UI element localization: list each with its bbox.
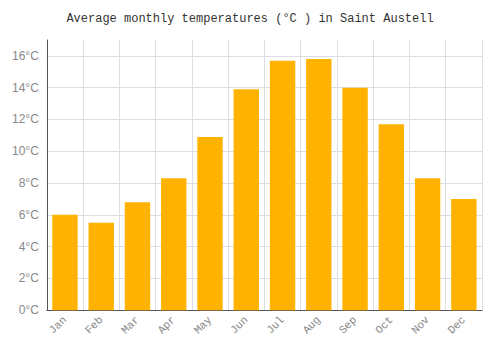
svg-text:Jun: Jun [228, 314, 250, 336]
svg-text:Nov: Nov [409, 314, 432, 337]
svg-text:Sep: Sep [337, 314, 359, 336]
svg-text:Dec: Dec [446, 314, 468, 336]
svg-text:May: May [192, 314, 215, 337]
svg-text:12°C: 12°C [12, 112, 39, 126]
svg-text:Average monthly temperatures (: Average monthly temperatures (°C ) in Sa… [66, 12, 433, 26]
svg-text:Feb: Feb [83, 314, 105, 336]
svg-text:2°C: 2°C [19, 271, 39, 285]
svg-text:Jul: Jul [264, 314, 286, 336]
svg-text:Apr: Apr [156, 314, 178, 336]
svg-text:Oct: Oct [373, 314, 395, 336]
svg-text:Mar: Mar [119, 314, 141, 336]
svg-text:6°C: 6°C [19, 208, 39, 222]
svg-text:16°C: 16°C [12, 49, 39, 63]
svg-text:8°C: 8°C [19, 176, 39, 190]
svg-text:4°C: 4°C [19, 240, 39, 254]
svg-text:14°C: 14°C [12, 81, 39, 95]
svg-text:Aug: Aug [301, 314, 323, 336]
svg-text:10°C: 10°C [12, 144, 39, 158]
svg-text:Jan: Jan [47, 314, 69, 336]
svg-text:0°C: 0°C [19, 303, 39, 317]
